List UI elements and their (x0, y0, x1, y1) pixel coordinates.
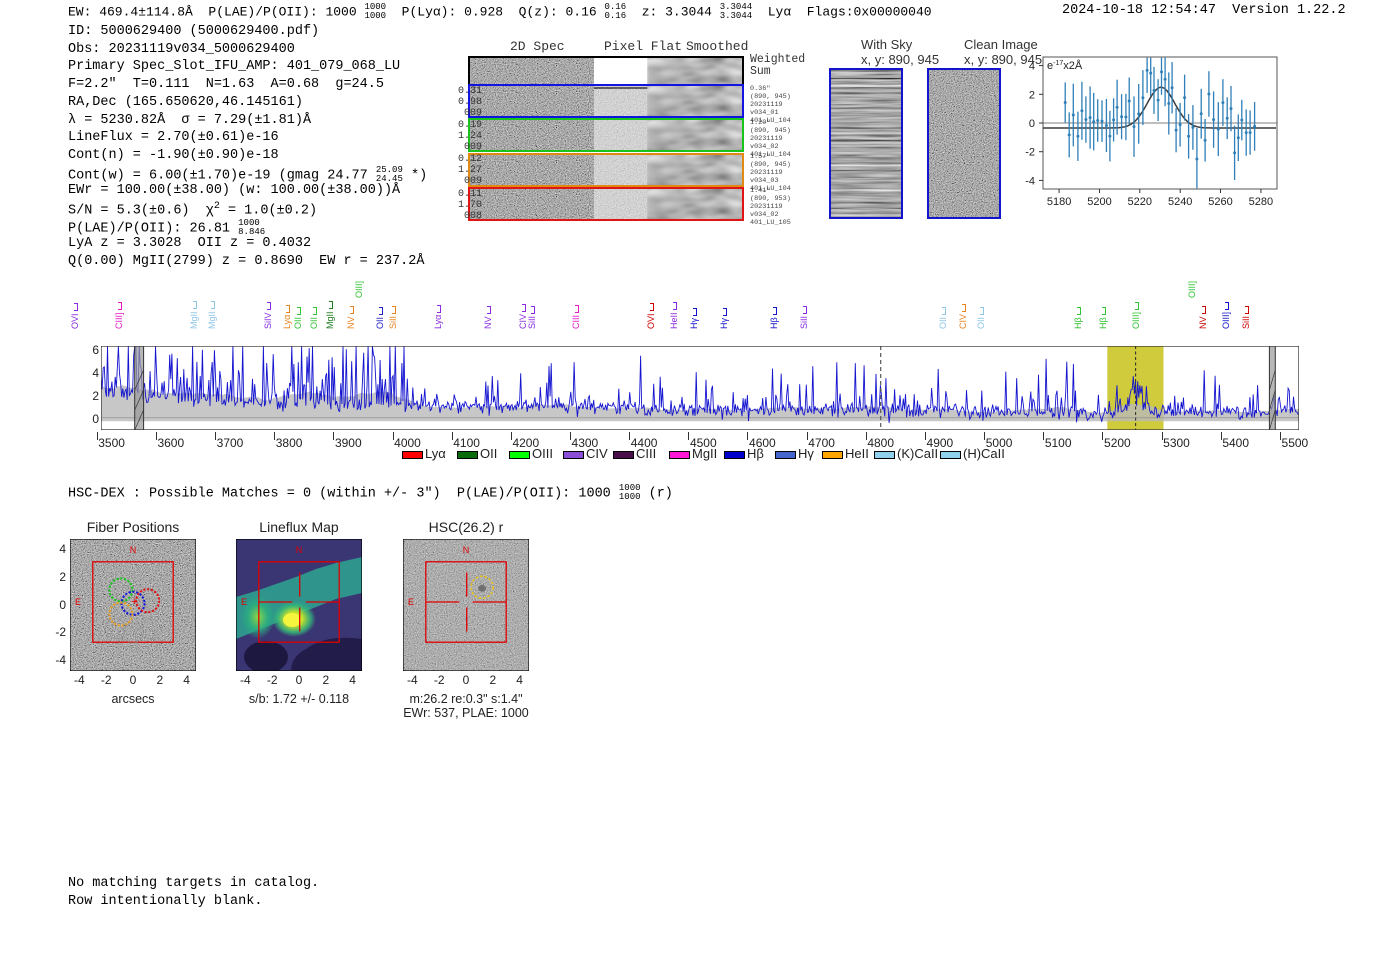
svg-text:e-17x2Å: e-17x2Å (1047, 59, 1083, 72)
svg-text:N: N (130, 545, 137, 555)
svg-text:E: E (75, 597, 81, 607)
svg-text:5260: 5260 (1208, 196, 1232, 208)
svg-text:5240: 5240 (1168, 196, 1192, 208)
svg-text:N: N (296, 545, 303, 555)
svg-text:5180: 5180 (1047, 196, 1071, 208)
svg-text:5280: 5280 (1249, 196, 1273, 208)
svg-text:E: E (408, 597, 414, 607)
svg-text:N: N (463, 545, 470, 555)
svg-text:+: + (131, 596, 137, 608)
svg-text:5220: 5220 (1128, 196, 1152, 208)
svg-text:5200: 5200 (1087, 196, 1111, 208)
svg-text:E: E (241, 597, 247, 607)
svg-text:-4: -4 (1025, 175, 1035, 187)
svg-text:-2: -2 (1025, 147, 1035, 159)
svg-text:2: 2 (1029, 89, 1035, 101)
svg-text:0: 0 (1029, 118, 1035, 130)
